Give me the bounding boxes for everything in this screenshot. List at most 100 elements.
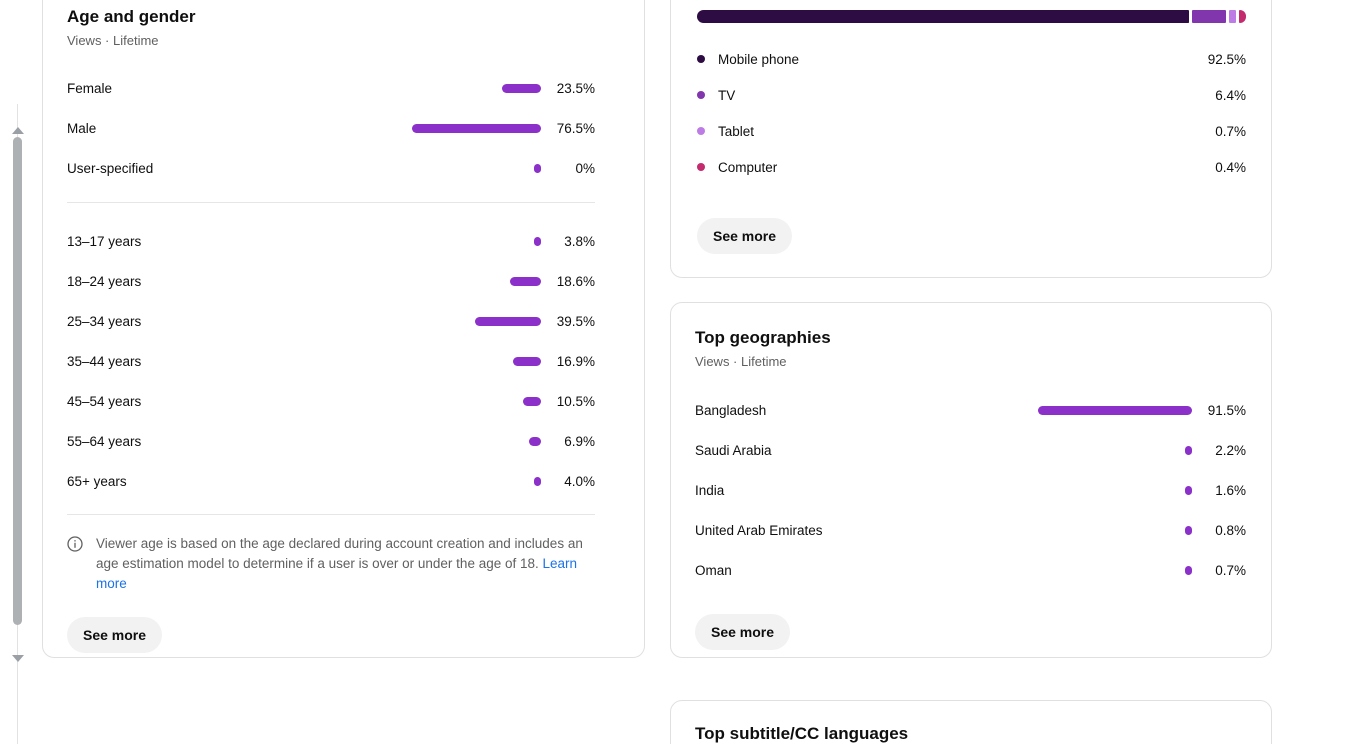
top-subtitle-languages-card: Top subtitle/CC languages bbox=[670, 700, 1272, 744]
stat-value: 10.5% bbox=[556, 393, 595, 409]
scrollbar-down-arrow-icon[interactable] bbox=[12, 655, 24, 662]
stat-row: 45–54 years 10.5% bbox=[67, 381, 595, 421]
stat-bar bbox=[1038, 405, 1192, 415]
stat-bar-area bbox=[373, 356, 541, 366]
device-type-card: Mobile phone 92.5% TV 6.4% Tablet 0.7% Compute… bbox=[670, 0, 1272, 278]
stat-bar-area bbox=[373, 236, 541, 246]
legend-dot-icon bbox=[697, 127, 705, 135]
stat-label: India bbox=[695, 482, 725, 498]
stat-bar bbox=[534, 163, 541, 173]
device-legend: Mobile phone 92.5% TV 6.4% Tablet 0.7% Compute… bbox=[697, 41, 1246, 185]
stat-label: 45–54 years bbox=[67, 393, 142, 409]
stat-bar-area bbox=[373, 316, 541, 326]
divider bbox=[67, 202, 595, 203]
top-subtitle-languages-title: Top subtitle/CC languages bbox=[695, 724, 909, 743]
stat-row: India 1.6% bbox=[695, 470, 1246, 510]
stat-bar bbox=[501, 83, 541, 93]
age-gender-subtitle: Views · Lifetime bbox=[67, 33, 159, 48]
geographies-see-more-button[interactable]: See more bbox=[695, 614, 791, 650]
stat-bar-area bbox=[1024, 485, 1192, 495]
stat-value: 1.6% bbox=[1215, 482, 1246, 498]
device-stack-segment bbox=[1229, 10, 1236, 23]
stat-label: Saudi Arabia bbox=[695, 442, 772, 458]
scrollbar-up-arrow-icon[interactable] bbox=[12, 127, 24, 134]
device-legend-row: Tablet 0.7% bbox=[697, 113, 1246, 149]
legend-dot-icon bbox=[697, 55, 705, 63]
geography-rows: Bangladesh 91.5% Saudi Arabia 2.2% India 1.6%… bbox=[695, 390, 1246, 590]
stat-bar-area bbox=[373, 83, 541, 93]
legend-dot-icon bbox=[697, 91, 705, 99]
viewer-age-note: Viewer age is based on the age declared … bbox=[67, 534, 595, 594]
legend-label: Mobile phone bbox=[718, 51, 800, 67]
stat-value: 18.6% bbox=[556, 273, 595, 289]
stat-row: Bangladesh 91.5% bbox=[695, 390, 1246, 430]
stat-row: Female 23.5% bbox=[67, 68, 595, 108]
stat-value: 4.0% bbox=[564, 473, 595, 489]
stat-bar bbox=[1185, 525, 1192, 535]
top-geographies-title: Top geographies bbox=[695, 328, 831, 347]
stat-row: Oman 0.7% bbox=[695, 550, 1246, 590]
stat-bar bbox=[1185, 485, 1192, 495]
stat-label: 65+ years bbox=[67, 473, 127, 489]
stat-row: 25–34 years 39.5% bbox=[67, 301, 595, 341]
stat-value: 91.5% bbox=[1207, 402, 1246, 418]
stat-row: 55–64 years 6.9% bbox=[67, 421, 595, 461]
device-stacked-bar bbox=[697, 10, 1246, 23]
legend-label: Tablet bbox=[718, 123, 755, 139]
stat-bar bbox=[534, 236, 541, 246]
stat-value: 76.5% bbox=[556, 120, 595, 136]
scrollbar-thumb[interactable] bbox=[13, 137, 22, 625]
stat-bar-area bbox=[1024, 405, 1192, 415]
stat-row: United Arab Emirates 0.8% bbox=[695, 510, 1246, 550]
stat-bar-area bbox=[373, 396, 541, 406]
stat-row: Male 76.5% bbox=[67, 108, 595, 148]
viewer-age-note-text: Viewer age is based on the age declared … bbox=[96, 534, 595, 594]
stat-value: 0.7% bbox=[1215, 562, 1246, 578]
stat-row: Saudi Arabia 2.2% bbox=[695, 430, 1246, 470]
stat-bar-area bbox=[373, 276, 541, 286]
stat-label: 18–24 years bbox=[67, 273, 142, 289]
info-icon bbox=[67, 536, 83, 552]
stat-bar-area bbox=[373, 476, 541, 486]
stat-bar bbox=[529, 436, 541, 446]
legend-value: 0.7% bbox=[1215, 123, 1246, 139]
stat-row: 18–24 years 18.6% bbox=[67, 261, 595, 301]
stat-label: Male bbox=[67, 120, 97, 136]
note-text: Viewer age is based on the age declared … bbox=[96, 536, 583, 571]
stat-bar bbox=[534, 476, 541, 486]
stat-value: 6.9% bbox=[564, 433, 595, 449]
stat-bar-area bbox=[373, 436, 541, 446]
legend-value: 92.5% bbox=[1207, 51, 1246, 67]
stat-bar-area bbox=[1024, 525, 1192, 535]
stat-bar bbox=[1185, 565, 1192, 575]
stat-row: 13–17 years 3.8% bbox=[67, 221, 595, 261]
stat-value: 3.8% bbox=[564, 233, 595, 249]
device-stack-segment bbox=[697, 10, 1189, 23]
top-geographies-card: Top geographies Views · Lifetime Banglad… bbox=[670, 302, 1272, 658]
stat-row: 65+ years 4.0% bbox=[67, 461, 595, 501]
stat-bar-area bbox=[373, 163, 541, 173]
stat-bar bbox=[509, 276, 541, 286]
stat-row: User-specified 0% bbox=[67, 148, 595, 188]
stat-bar bbox=[474, 316, 541, 326]
age-gender-title: Age and gender bbox=[67, 7, 196, 26]
gender-rows: Female 23.5% Male 76.5% User-specified 0% bbox=[67, 68, 595, 188]
stat-label: 55–64 years bbox=[67, 433, 142, 449]
devices-see-more-button[interactable]: See more bbox=[697, 218, 793, 254]
stat-label: 25–34 years bbox=[67, 313, 142, 329]
stat-bar-area bbox=[1024, 565, 1192, 575]
stat-label: 35–44 years bbox=[67, 353, 142, 369]
stat-bar bbox=[412, 123, 541, 133]
stat-bar bbox=[1185, 445, 1192, 455]
top-geographies-subtitle: Views · Lifetime bbox=[695, 354, 787, 369]
learn-more-link[interactable]: Learn more bbox=[96, 556, 578, 591]
stat-bar-area bbox=[1024, 445, 1192, 455]
age-gender-see-more-button[interactable]: See more bbox=[67, 617, 163, 653]
device-stack-segment bbox=[1191, 10, 1226, 23]
stat-value: 0% bbox=[575, 160, 595, 176]
stat-value: 0.8% bbox=[1215, 522, 1246, 538]
stat-label: Female bbox=[67, 80, 113, 96]
stat-value: 23.5% bbox=[556, 80, 595, 96]
device-legend-row: Computer 0.4% bbox=[697, 149, 1246, 185]
